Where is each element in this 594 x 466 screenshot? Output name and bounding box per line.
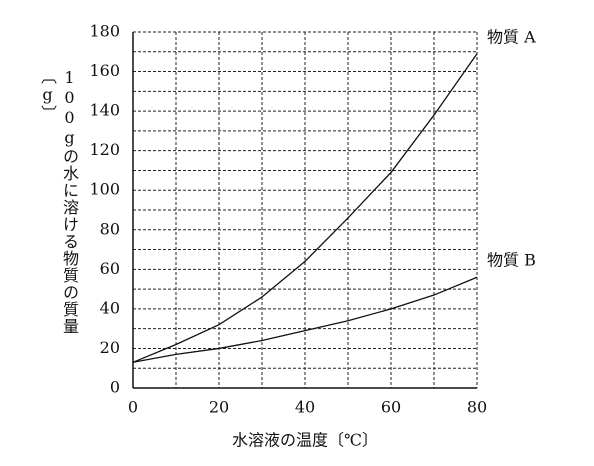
y-tick-label: 80	[100, 219, 120, 238]
y-tick-label: 160	[89, 61, 120, 80]
x-axis-title: 水溶液の温度〔℃〕	[232, 431, 378, 450]
series-line	[132, 276, 478, 363]
y-tick-label: 20	[100, 338, 120, 357]
x-tick-label: 40	[295, 398, 315, 417]
x-tick-label: 0	[128, 398, 138, 417]
y-axis-title: 100gの水に溶ける物質の質量〔g〕	[38, 68, 79, 335]
y-tick-label: 180	[89, 22, 120, 41]
y-tick-label: 60	[100, 259, 120, 278]
series-label: 物質 A	[487, 27, 536, 46]
x-tick-label: 60	[381, 398, 401, 417]
y-tick-label: 0	[110, 378, 120, 397]
series-label: 物質 B	[487, 251, 536, 270]
y-tick-label: 100	[89, 180, 120, 199]
x-tick-label: 20	[209, 398, 229, 417]
y-tick-label: 120	[89, 140, 120, 159]
x-tick-label: 80	[467, 398, 487, 417]
y-tick-label: 140	[89, 101, 120, 120]
y-tick-label: 40	[100, 298, 120, 317]
series-line	[132, 53, 478, 363]
